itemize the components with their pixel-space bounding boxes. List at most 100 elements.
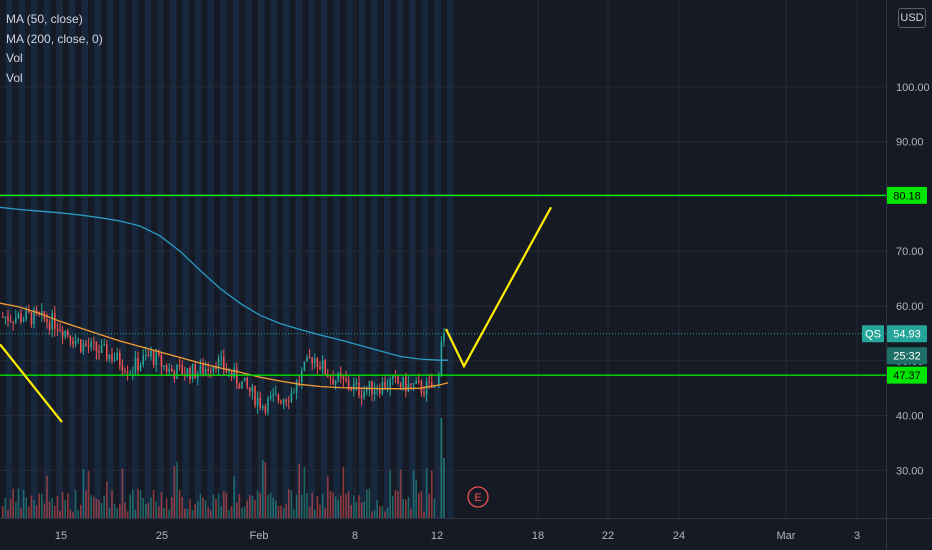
candle-body	[54, 313, 56, 329]
session-band	[346, 0, 353, 518]
horizontal-levels[interactable]	[0, 194, 886, 376]
volume-bar	[420, 490, 423, 518]
volume-bar	[64, 500, 66, 518]
candle-body	[407, 383, 410, 392]
volume-bar	[433, 498, 436, 518]
candle-body	[17, 313, 20, 318]
volume-bar	[191, 510, 194, 518]
session-band	[220, 0, 227, 518]
legend-item-ma200[interactable]: MA (200, close, 0)	[6, 31, 103, 46]
x-tick-label: 8	[352, 530, 358, 542]
candle-body	[384, 381, 386, 389]
candle-body	[30, 312, 33, 325]
candle-body	[35, 309, 38, 313]
projection-lines[interactable]	[0, 206, 552, 423]
candle-body	[28, 310, 30, 313]
volume-bar	[178, 490, 181, 518]
volume-bar	[33, 500, 35, 518]
candle-body	[80, 339, 82, 352]
volume-bar	[25, 497, 27, 518]
session-band	[31, 0, 38, 518]
candle-body	[264, 406, 267, 413]
candle-body	[241, 381, 243, 389]
volume-bar	[397, 491, 399, 518]
earnings-marker[interactable]: E	[467, 486, 489, 508]
candle-body	[22, 319, 25, 322]
volume-bar	[124, 502, 126, 518]
candle-body	[324, 360, 326, 375]
volume-bar	[384, 511, 386, 518]
volume-bar	[139, 489, 142, 518]
volume-bar	[129, 494, 131, 518]
volume-bar	[98, 499, 100, 518]
candle-body	[108, 354, 111, 360]
volume-bar	[293, 509, 295, 518]
session-band	[384, 0, 391, 518]
volume-bar	[111, 490, 113, 518]
volume-bar	[280, 505, 282, 518]
candlesticks[interactable]	[2, 302, 445, 416]
volume-bar	[181, 496, 183, 518]
projection-line	[0, 343, 63, 423]
volume-bar	[321, 493, 324, 518]
candle-body	[392, 375, 394, 379]
candle-body	[129, 372, 131, 374]
volume-bar	[220, 506, 222, 518]
candle-body	[373, 390, 376, 395]
candle-body	[272, 394, 274, 397]
candle-body	[282, 399, 285, 404]
candle-body	[15, 317, 17, 323]
volume-bar	[152, 489, 155, 518]
session-band	[169, 0, 177, 518]
volume-bar	[41, 494, 43, 518]
candle-body	[277, 394, 280, 401]
candle-body	[56, 328, 59, 330]
volume-bar	[290, 490, 293, 518]
volume-bar	[121, 468, 124, 518]
session-band	[106, 0, 114, 518]
volume-bar	[100, 503, 103, 518]
candle-body	[246, 377, 248, 388]
session-band	[283, 0, 290, 518]
volume-bar	[319, 504, 321, 518]
session-band	[447, 0, 454, 518]
volume-bar	[28, 506, 30, 518]
candle-body	[306, 356, 308, 362]
volume-bar	[95, 498, 98, 518]
candle-body	[165, 365, 168, 372]
volume-bar	[2, 506, 4, 518]
candle-body	[194, 363, 196, 378]
legend-item-vol[interactable]: Vol	[6, 51, 23, 65]
volume-bar	[61, 491, 64, 518]
candle-body	[59, 329, 61, 331]
legend-item-ma50[interactable]: MA (50, close)	[6, 12, 83, 26]
candle-body	[308, 356, 311, 358]
candle-body	[311, 357, 313, 363]
price-tags: 80.18 47.37 54.93 25:32 QS	[862, 186, 927, 384]
volume-bar	[431, 470, 433, 518]
candle-body	[82, 343, 85, 352]
session-bands	[6, 0, 454, 518]
volume-bar	[412, 470, 415, 518]
volume-bar	[353, 495, 355, 518]
volume-bar	[327, 476, 329, 518]
candle-body	[212, 366, 215, 372]
legend-item-vol-2[interactable]: Vol	[6, 70, 23, 85]
candle-body	[334, 380, 337, 385]
candle-body	[25, 310, 27, 320]
volume-bar	[12, 488, 14, 518]
moving-averages	[0, 206, 449, 390]
currency-button[interactable]: USD	[898, 8, 926, 28]
volume-bar	[368, 488, 371, 518]
volume-bar	[381, 506, 384, 518]
candle-body	[215, 366, 217, 370]
candle-body	[415, 380, 417, 384]
session-band	[56, 0, 63, 518]
volume-bar	[363, 501, 365, 518]
volume-bar	[399, 469, 402, 518]
candle-body	[397, 376, 399, 384]
volume-bar	[184, 508, 186, 518]
countdown-tag-bg	[887, 347, 927, 365]
